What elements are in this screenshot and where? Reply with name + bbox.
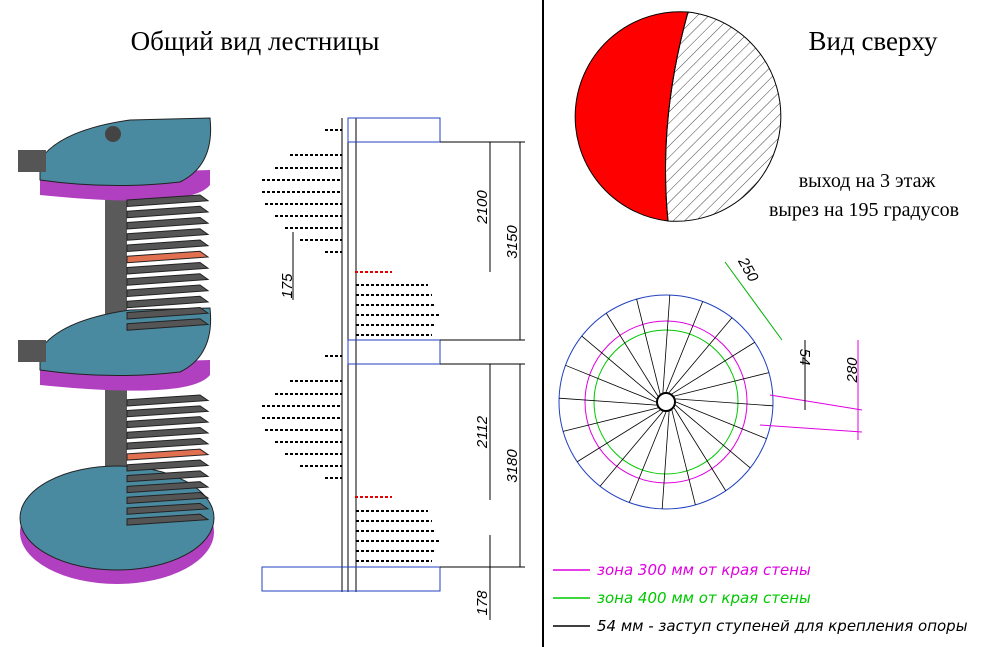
legend: зона 300 мм от края стены зона 400 мм от … xyxy=(553,561,968,635)
step-edge xyxy=(671,341,755,395)
step-edge xyxy=(673,372,769,397)
platform-outline xyxy=(347,117,441,143)
rail xyxy=(18,340,46,362)
step xyxy=(126,273,210,286)
step-edge xyxy=(661,411,670,509)
note: выход на 3 этаж xyxy=(799,170,936,192)
step-edge xyxy=(673,407,727,491)
step xyxy=(126,284,210,298)
step xyxy=(126,470,210,483)
step-edge xyxy=(675,404,751,469)
step xyxy=(126,194,210,208)
step xyxy=(126,405,210,418)
step xyxy=(126,250,210,264)
dimension-label: 2100 xyxy=(474,190,491,225)
legend-label: 54 мм - заступ ступеней для крепления оп… xyxy=(597,617,968,635)
dimension-label: 175 xyxy=(279,273,296,299)
step xyxy=(126,239,210,253)
step xyxy=(126,416,210,429)
left-title: Общий вид лестницы xyxy=(131,26,380,56)
step-edge xyxy=(668,317,733,393)
staircase-3d xyxy=(18,117,215,584)
dimension-label: 178 xyxy=(474,590,491,616)
step xyxy=(126,437,210,450)
legend-label: зона 400 мм от края стены xyxy=(597,589,811,607)
step xyxy=(126,394,210,407)
step-edge xyxy=(665,301,704,393)
step-edge xyxy=(577,409,661,463)
elevation: 2100 3150 175 2112 3180 178 xyxy=(261,117,525,620)
step-edge xyxy=(675,401,767,440)
platform-outline xyxy=(261,566,441,592)
hatched-area xyxy=(665,11,782,222)
step xyxy=(126,481,210,494)
dimension-line xyxy=(724,261,783,341)
dimension-label: 54 xyxy=(796,349,813,366)
platform xyxy=(39,117,212,187)
step xyxy=(126,205,210,219)
base xyxy=(19,465,215,571)
step-edge xyxy=(628,411,667,503)
step xyxy=(126,261,210,275)
step xyxy=(126,459,210,472)
dimension-line xyxy=(759,424,863,433)
step-edge xyxy=(559,397,657,406)
step-edge xyxy=(563,407,659,432)
step-edge xyxy=(605,313,659,397)
step xyxy=(126,216,210,230)
step-edge xyxy=(675,398,773,407)
step-edge xyxy=(671,409,696,505)
step xyxy=(126,448,210,461)
plan-view: 250 54 280 xyxy=(558,254,863,510)
step xyxy=(126,306,210,320)
step-edge xyxy=(565,364,657,403)
column xyxy=(656,392,676,412)
zone-400 xyxy=(593,329,739,475)
step xyxy=(126,295,210,309)
platform-outline xyxy=(347,339,441,365)
step xyxy=(126,502,210,515)
dimension-label: 3180 xyxy=(504,449,521,483)
step xyxy=(126,491,210,505)
step-edge xyxy=(662,295,671,393)
step-edge xyxy=(599,411,664,487)
outer-circle xyxy=(558,294,774,510)
step xyxy=(126,426,210,440)
dimension-label: 3150 xyxy=(504,225,521,259)
step xyxy=(126,228,210,241)
step xyxy=(126,318,210,331)
step xyxy=(126,513,210,526)
dimension-line xyxy=(769,394,863,411)
legend-label: зона 300 мм от края стены xyxy=(597,561,811,579)
note: вырез на 195 градусов xyxy=(769,199,959,221)
step-edge xyxy=(581,335,657,400)
step-edge xyxy=(636,299,661,395)
rail xyxy=(18,150,46,172)
right-title: Вид сверху xyxy=(809,26,938,56)
column-cap xyxy=(105,126,121,142)
dimension-label: 280 xyxy=(844,357,861,384)
zone-300 xyxy=(584,320,748,484)
dimension-label: 2112 xyxy=(474,415,491,449)
